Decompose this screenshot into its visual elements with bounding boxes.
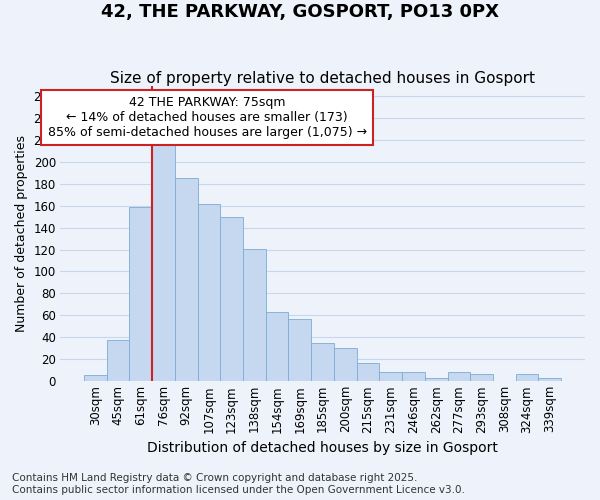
Bar xyxy=(266,312,289,381)
Text: Contains HM Land Registry data © Crown copyright and database right 2025.
Contai: Contains HM Land Registry data © Crown c… xyxy=(12,474,465,495)
Bar xyxy=(289,318,311,381)
Y-axis label: Number of detached properties: Number of detached properties xyxy=(15,134,28,332)
Bar xyxy=(425,378,448,381)
Bar xyxy=(356,364,379,381)
Bar xyxy=(311,342,334,381)
Bar xyxy=(197,204,220,381)
Bar xyxy=(243,248,266,381)
Bar xyxy=(448,372,470,381)
Bar xyxy=(402,372,425,381)
Bar xyxy=(84,376,107,381)
Bar xyxy=(130,207,152,381)
Bar xyxy=(107,340,130,381)
X-axis label: Distribution of detached houses by size in Gosport: Distribution of detached houses by size … xyxy=(147,441,498,455)
Text: 42, THE PARKWAY, GOSPORT, PO13 0PX: 42, THE PARKWAY, GOSPORT, PO13 0PX xyxy=(101,2,499,21)
Bar xyxy=(538,378,561,381)
Title: Size of property relative to detached houses in Gosport: Size of property relative to detached ho… xyxy=(110,70,535,86)
Bar xyxy=(515,374,538,381)
Bar xyxy=(175,178,197,381)
Bar xyxy=(220,217,243,381)
Bar xyxy=(334,348,356,381)
Bar xyxy=(470,374,493,381)
Bar xyxy=(379,372,402,381)
Bar xyxy=(152,142,175,381)
Text: 42 THE PARKWAY: 75sqm
← 14% of detached houses are smaller (173)
85% of semi-det: 42 THE PARKWAY: 75sqm ← 14% of detached … xyxy=(47,96,367,139)
